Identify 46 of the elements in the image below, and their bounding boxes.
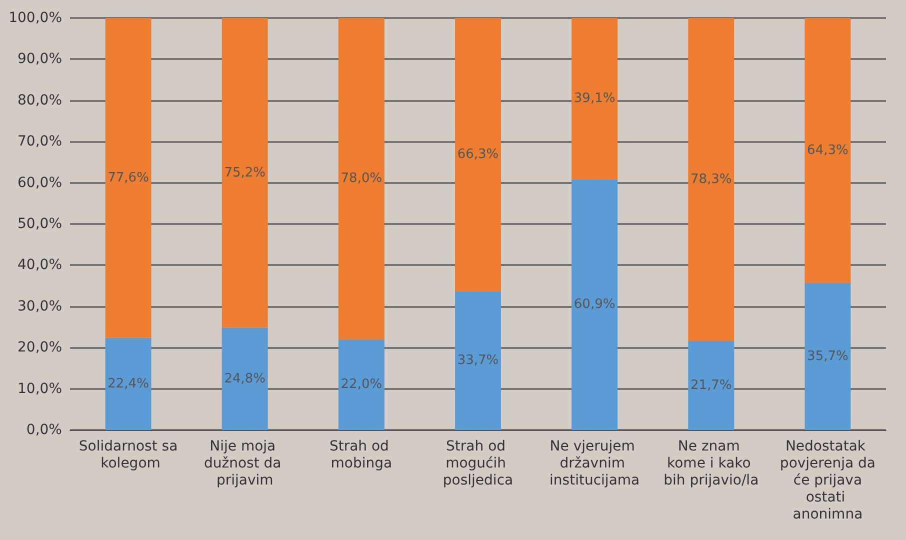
- data-label: 64,3%: [807, 142, 848, 158]
- x-tick-label: Nedostatak povjerenja da će prijava ostati anonimna: [780, 438, 876, 522]
- bar: [222, 18, 268, 328]
- y-tick-label: 20,0%: [18, 340, 62, 356]
- y-tick-label: 60,0%: [18, 174, 62, 191]
- x-tick-label: Ne znam kome i kako bih prijavio/la: [664, 438, 759, 488]
- bar: [105, 338, 152, 430]
- x-tick-label: Ne vjerujem državnim institucijama: [550, 438, 640, 488]
- data-label: 24,8%: [224, 371, 266, 386]
- y-tick-label: 90,0%: [18, 51, 62, 68]
- bar: [338, 18, 384, 340]
- data-label: 78,3%: [690, 172, 732, 187]
- bar: [455, 18, 501, 292]
- bar: [804, 18, 851, 283]
- data-label: 75,2%: [224, 165, 266, 180]
- data-label: 60,9%: [574, 297, 616, 312]
- y-tick-label: 100,0%: [8, 10, 62, 26]
- bar: [338, 339, 384, 430]
- y-tick-label: 0,0%: [26, 422, 62, 438]
- data-label: 35,7%: [807, 348, 848, 364]
- data-label: 66,3%: [457, 147, 499, 162]
- x-tick-label: Strah od mobinga: [329, 438, 394, 472]
- y-tick-label: 10,0%: [18, 380, 62, 397]
- x-tick-label: Solidarnost sa kolegom: [78, 438, 178, 472]
- data-label: 78,0%: [340, 171, 382, 186]
- bar: [455, 291, 501, 430]
- y-tick-label: 70,0%: [18, 134, 62, 150]
- bar: [105, 18, 152, 338]
- y-tick-label: 40,0%: [18, 257, 62, 274]
- bar: [222, 328, 268, 430]
- x-tick-label: Strah od mogućih posljedica: [442, 438, 514, 488]
- data-label: 39,1%: [574, 91, 616, 106]
- x-tick-label: Nije moja dužnost da prijavim: [204, 438, 286, 488]
- bar: [572, 18, 618, 180]
- y-tick-label: 80,0%: [18, 92, 62, 108]
- data-label: 22,4%: [108, 376, 149, 392]
- bar: [688, 18, 734, 341]
- bar: [572, 179, 618, 430]
- data-label: 21,7%: [690, 378, 732, 393]
- data-label: 33,7%: [457, 353, 499, 368]
- data-label: 22,0%: [340, 377, 382, 392]
- y-tick-label: 50,0%: [18, 216, 62, 232]
- y-tick-label: 30,0%: [18, 298, 62, 314]
- bar: [688, 340, 734, 430]
- bar: [804, 282, 851, 430]
- data-label: 77,6%: [108, 170, 149, 186]
